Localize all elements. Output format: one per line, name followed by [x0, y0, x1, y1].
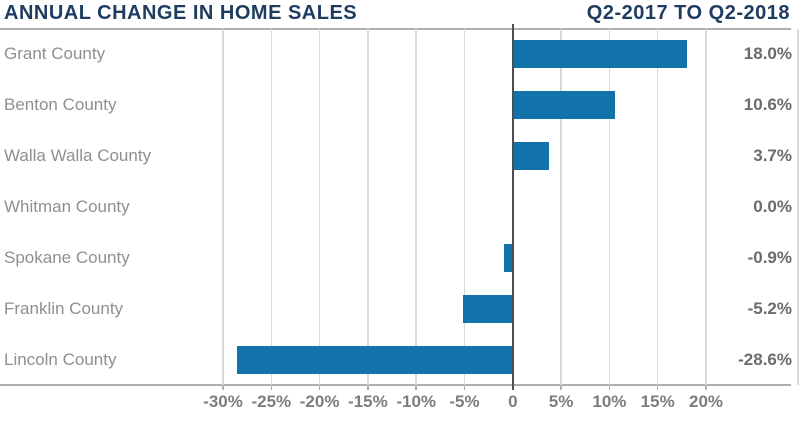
axis-tick: [705, 385, 707, 390]
gridline: [463, 29, 466, 385]
bar: [512, 40, 687, 69]
axis-tick: [415, 385, 417, 390]
x-tick-label: 5%: [548, 392, 574, 411]
gridline: [705, 29, 707, 385]
x-tick-label: -10%: [396, 392, 437, 411]
x-tick-label: 20%: [688, 392, 724, 411]
value-label: -28.6%: [738, 349, 792, 369]
bar: [512, 91, 616, 120]
x-tick-label: 10%: [592, 392, 627, 411]
gridline: [270, 29, 273, 385]
bar: [462, 294, 513, 323]
axis-tick: [318, 385, 321, 390]
gridline: [318, 29, 321, 385]
plot-right-border: [797, 29, 799, 385]
x-tick-label: -5%: [449, 392, 480, 411]
axis-tick: [367, 385, 369, 390]
x-tick-label: -30%: [203, 392, 243, 411]
value-label: 10.6%: [743, 95, 792, 115]
x-tick-label: -20%: [299, 392, 340, 411]
plot-top-border: [0, 28, 791, 30]
gridline: [415, 29, 417, 385]
category-label: Franklin County: [4, 298, 124, 318]
zero-axis-line: [511, 24, 514, 390]
category-label: Lincoln County: [4, 349, 117, 369]
axis-tick: [656, 385, 659, 390]
category-label: Whitman County: [4, 197, 130, 216]
axis-tick: [560, 385, 562, 390]
bar: [504, 243, 513, 272]
value-label: -0.9%: [747, 247, 792, 267]
x-tick-label: 15%: [640, 392, 675, 411]
chart-title: ANNUAL CHANGE IN HOME SALES: [4, 2, 358, 24]
category-label: Grant County: [4, 44, 106, 64]
axis-tick: [222, 385, 224, 390]
x-tick-label: -25%: [251, 392, 292, 411]
x-axis-line: [0, 384, 791, 386]
category-label: Walla Walla County: [4, 146, 152, 166]
gridline: [656, 29, 659, 385]
axis-tick: [608, 385, 611, 390]
x-tick-label: -15%: [348, 392, 388, 411]
category-label: Benton County: [4, 95, 117, 115]
bar: [236, 345, 513, 374]
bar: [512, 142, 549, 171]
value-label: 3.7%: [753, 146, 792, 166]
gridline: [222, 29, 224, 385]
axis-tick: [463, 385, 466, 390]
value-label: 0.0%: [753, 197, 792, 216]
chart-subtitle: Q2-2017 TO Q2-2018: [586, 2, 790, 24]
gridline: [608, 29, 611, 385]
x-tick-label: 0: [508, 392, 518, 411]
category-label: Spokane County: [4, 247, 130, 267]
axis-tick: [270, 385, 273, 390]
gridline: [367, 29, 369, 385]
value-label: -5.2%: [747, 298, 792, 318]
value-label: 18.0%: [743, 44, 792, 64]
gridline: [560, 29, 562, 385]
